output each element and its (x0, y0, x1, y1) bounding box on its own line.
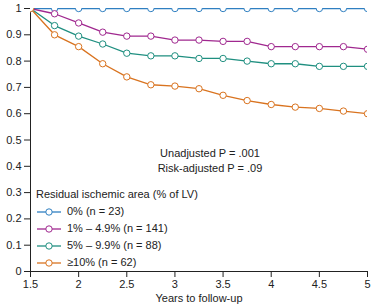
html-text:Residual ischemic area (% of L: Residual ischemic area (% of LV) (36, 188, 198, 200)
svg-text:2.5: 2.5 (119, 278, 134, 290)
svg-text:0.6: 0.6 (6, 107, 21, 119)
svg-text:0.9: 0.9 (6, 28, 21, 40)
svg-text:0.8: 0.8 (6, 55, 21, 67)
svg-text:4.5: 4.5 (312, 278, 327, 290)
svg-text:Years to follow-up: Years to follow-up (155, 292, 242, 304)
svg-text:5: 5 (364, 278, 370, 290)
html-text:1% – 4.9% (n = 141): 1% – 4.9% (n = 141) (67, 222, 168, 234)
svg-text:0.4: 0.4 (6, 160, 21, 172)
svg-text:0: 0 (15, 265, 21, 277)
svg-text:1.5: 1.5 (23, 278, 38, 290)
svg-text:3: 3 (172, 278, 178, 290)
svg-text:0.5: 0.5 (6, 134, 21, 146)
svg-text:1: 1 (15, 2, 21, 14)
svg-text:0.2: 0.2 (6, 212, 21, 224)
html-text:0% (n = 23): 0% (n = 23) (67, 205, 125, 217)
svg-text:0.3: 0.3 (6, 186, 21, 198)
svg-text:0.1: 0.1 (6, 239, 21, 251)
svg-text:0.7: 0.7 (6, 81, 21, 93)
html-text:≥10% (n = 62): ≥10% (n = 62) (67, 256, 137, 268)
html-text:5% – 9.9% (n = 88): 5% – 9.9% (n = 88) (67, 239, 162, 251)
html-text:Unadjusted P = .001: Unadjusted P = .001 (160, 147, 260, 159)
svg-text:2: 2 (76, 278, 82, 290)
svg-text:4: 4 (268, 278, 274, 290)
svg-text:3.5: 3.5 (215, 278, 230, 290)
html-text:Risk-adjusted P = .09: Risk-adjusted P = .09 (157, 162, 263, 174)
